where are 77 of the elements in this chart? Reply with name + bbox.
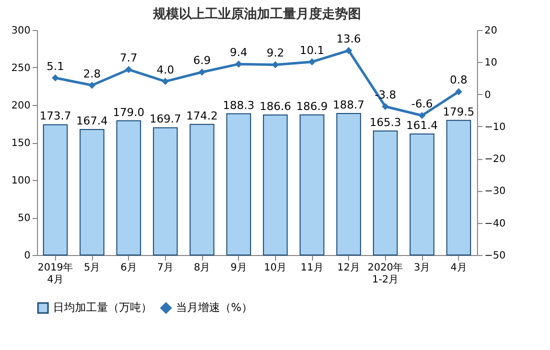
point: [88, 82, 96, 89]
data-label: 5.1: [46, 60, 64, 73]
bar: [80, 128, 104, 256]
y2-tick-label: −50: [484, 250, 506, 262]
bar: [116, 120, 142, 256]
data-label: 179.5: [442, 105, 474, 118]
bar: [226, 113, 252, 256]
data-label: 167.4: [76, 114, 108, 128]
point: [455, 88, 462, 96]
x-tick-label: 10月: [264, 262, 287, 274]
y-tick-label: 200: [11, 100, 30, 112]
bar: [300, 114, 324, 256]
bar: [262, 114, 288, 256]
bar: [372, 130, 398, 256]
x-tick-label: 5月: [84, 262, 100, 274]
y2-tick-label: 0: [484, 90, 491, 101]
point: [162, 78, 169, 85]
x-tick-label: 2020年 1-2月: [368, 262, 404, 286]
data-label: 9.2: [266, 46, 284, 60]
data-label: 186.6: [260, 100, 292, 114]
y2-tick-label: 20: [484, 26, 498, 36]
legend-label: 当月增速（%）: [176, 301, 252, 314]
y-tick-label: 0: [24, 250, 30, 262]
data-label: 7.7: [120, 52, 138, 65]
y2-tick-label: −20: [484, 154, 506, 166]
data-label: 2.8: [83, 67, 101, 80]
data-label: 13.6: [336, 32, 361, 46]
point: [52, 74, 59, 82]
y-tick-label: 100: [11, 176, 30, 186]
data-label: -6.6: [411, 98, 433, 110]
bar: [152, 127, 178, 256]
data-label: 0.8: [450, 74, 468, 87]
bar: [446, 120, 472, 256]
data-label: 161.4: [406, 118, 438, 132]
bar: [336, 112, 362, 256]
data-label: 174.2: [186, 109, 218, 122]
point: [418, 112, 426, 120]
data-label: 188.7: [332, 98, 364, 112]
data-label: 188.3: [222, 98, 254, 112]
point: [125, 66, 132, 74]
x-tick-label: 11月: [300, 262, 324, 274]
x-tick-label: 9月: [230, 262, 247, 274]
point: [308, 58, 316, 66]
data-label: 6.9: [193, 54, 211, 68]
bar: [42, 124, 68, 256]
x-tick-label: 3月: [414, 262, 430, 274]
y2-tick-label: −30: [484, 186, 506, 198]
y-tick-label: 150: [11, 138, 30, 149]
x-tick-label: 7月: [157, 262, 174, 274]
data-label: 10.1: [300, 44, 324, 57]
y-tick-label: 50: [18, 213, 30, 224]
point: [345, 47, 352, 54]
legend-label: 日均加工量（万吨）: [53, 301, 152, 314]
bar: [190, 124, 214, 256]
y2-tick-label: −10: [484, 122, 506, 133]
point: [198, 68, 206, 76]
data-label: 4.0: [156, 63, 174, 76]
bar: [410, 133, 434, 256]
point: [235, 60, 242, 68]
chart-title: 规模以上工业原油加工量月度走势图: [152, 6, 361, 22]
y2-tick-label: −40: [484, 218, 506, 230]
x-tick-label: 12月: [337, 262, 360, 274]
y2-tick-label: 10: [484, 58, 498, 69]
data-label: 165.3: [370, 116, 402, 130]
data-label: 179.0: [112, 106, 144, 119]
data-label: 9.4: [230, 46, 248, 60]
x-tick-label: 4月: [450, 262, 467, 274]
data-label: 186.9: [296, 100, 328, 113]
y-tick-label: 250: [11, 63, 30, 74]
data-label: 169.7: [150, 112, 182, 126]
y-tick-label: 300: [11, 26, 30, 36]
x-tick-label: 6月: [120, 262, 137, 274]
x-tick-label: 2019年 4月: [38, 262, 74, 286]
point: [382, 102, 389, 110]
x-tick-label: 8月: [194, 262, 210, 274]
point: [272, 61, 279, 68]
data-label: 173.7: [40, 110, 72, 123]
